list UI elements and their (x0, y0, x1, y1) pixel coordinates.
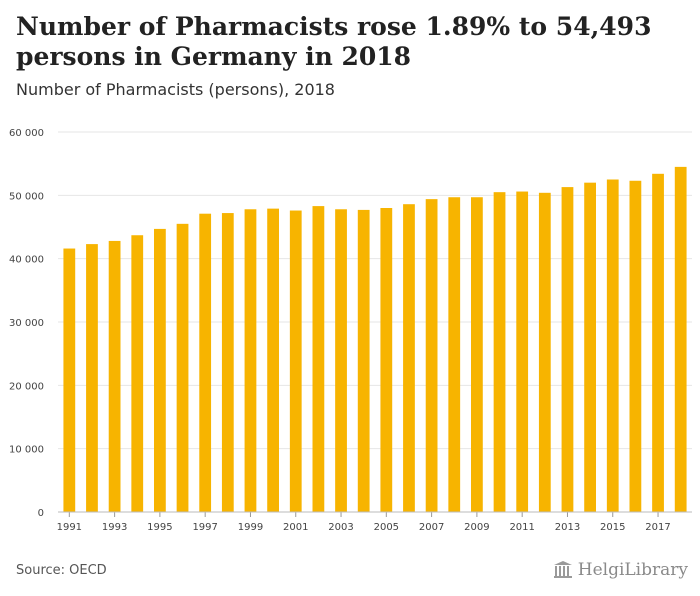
x-tick-label: 1999 (238, 522, 263, 533)
bar-2010[interactable] (493, 192, 506, 512)
x-tick-label: 2017 (645, 522, 670, 533)
bars (63, 166, 687, 513)
bar-chart: 0 10 000 20 000 30 000 40 000 50 000 60 000 19… (9, 128, 692, 533)
bar-1997[interactable] (199, 213, 212, 512)
y-tick-label: 30 000 (9, 318, 44, 329)
y-tick-label: 60 000 (9, 128, 44, 139)
bar-2006[interactable] (403, 204, 415, 512)
bar-2013[interactable] (561, 187, 574, 512)
y-tick-label: 10 000 (9, 445, 44, 456)
bar-2000[interactable] (267, 208, 279, 512)
x-tick-label: 2005 (374, 522, 399, 533)
bar-2005[interactable] (380, 208, 393, 512)
chart-title: Number of Pharmacists rose 1.89% to 54,4… (16, 12, 652, 71)
x-axis-ticks: 1991 1993 1995 1997 1999 2001 2003 2005 2007 2009… (57, 511, 692, 533)
bar-1994[interactable] (131, 235, 144, 512)
bar-2001[interactable] (289, 210, 302, 512)
bar-1993[interactable] (108, 240, 121, 512)
bar-2017[interactable] (652, 173, 664, 513)
x-tick-label: 2001 (283, 522, 308, 533)
logo-text: HelgiLibrary (577, 560, 688, 580)
bar-1992[interactable] (86, 244, 98, 512)
y-tick-label: 50 000 (9, 191, 44, 202)
x-tick-label: 2009 (464, 522, 489, 533)
x-tick-label: 2013 (555, 522, 580, 533)
bar-2014[interactable] (584, 182, 596, 512)
bar-2018[interactable] (674, 166, 687, 512)
x-tick-label: 2003 (328, 522, 353, 533)
x-tick-label: 1991 (57, 522, 82, 533)
bar-2007[interactable] (425, 199, 438, 512)
chart-subtitle: Number of Pharmacists (persons), 2018 (16, 80, 335, 99)
x-tick-label: 2007 (419, 522, 444, 533)
bar-1999[interactable] (244, 209, 257, 512)
grid-lines (58, 131, 692, 513)
bar-2008[interactable] (448, 197, 461, 512)
bar-2016[interactable] (629, 180, 642, 512)
bar-2002[interactable] (312, 206, 325, 512)
bar-1998[interactable] (221, 213, 234, 513)
helgi-library-logo[interactable]: HelgiLibrary (553, 560, 688, 580)
x-tick-label: 1993 (102, 522, 127, 533)
x-tick-label: 1995 (147, 522, 172, 533)
bar-2012[interactable] (538, 192, 551, 513)
bar-1991[interactable] (63, 248, 76, 513)
bar-1996[interactable] (176, 223, 189, 512)
x-tick-label: 2015 (600, 522, 625, 533)
y-axis-ticks: 0 10 000 20 000 30 000 40 000 50 000 60 000 (9, 128, 44, 519)
bar-1995[interactable] (154, 228, 166, 512)
bar-2015[interactable] (606, 179, 619, 513)
bar-2003[interactable] (335, 209, 347, 512)
y-tick-label: 40 000 (9, 255, 44, 266)
y-tick-label: 0 (38, 508, 44, 519)
library-icon (553, 561, 572, 578)
bar-2004[interactable] (357, 209, 370, 512)
bar-2009[interactable] (471, 197, 483, 512)
x-tick-label: 1997 (192, 522, 217, 533)
x-tick-label: 2011 (509, 522, 534, 533)
bar-2011[interactable] (516, 191, 529, 512)
source-note: Source: OECD (16, 563, 107, 578)
y-tick-label: 20 000 (9, 381, 44, 392)
